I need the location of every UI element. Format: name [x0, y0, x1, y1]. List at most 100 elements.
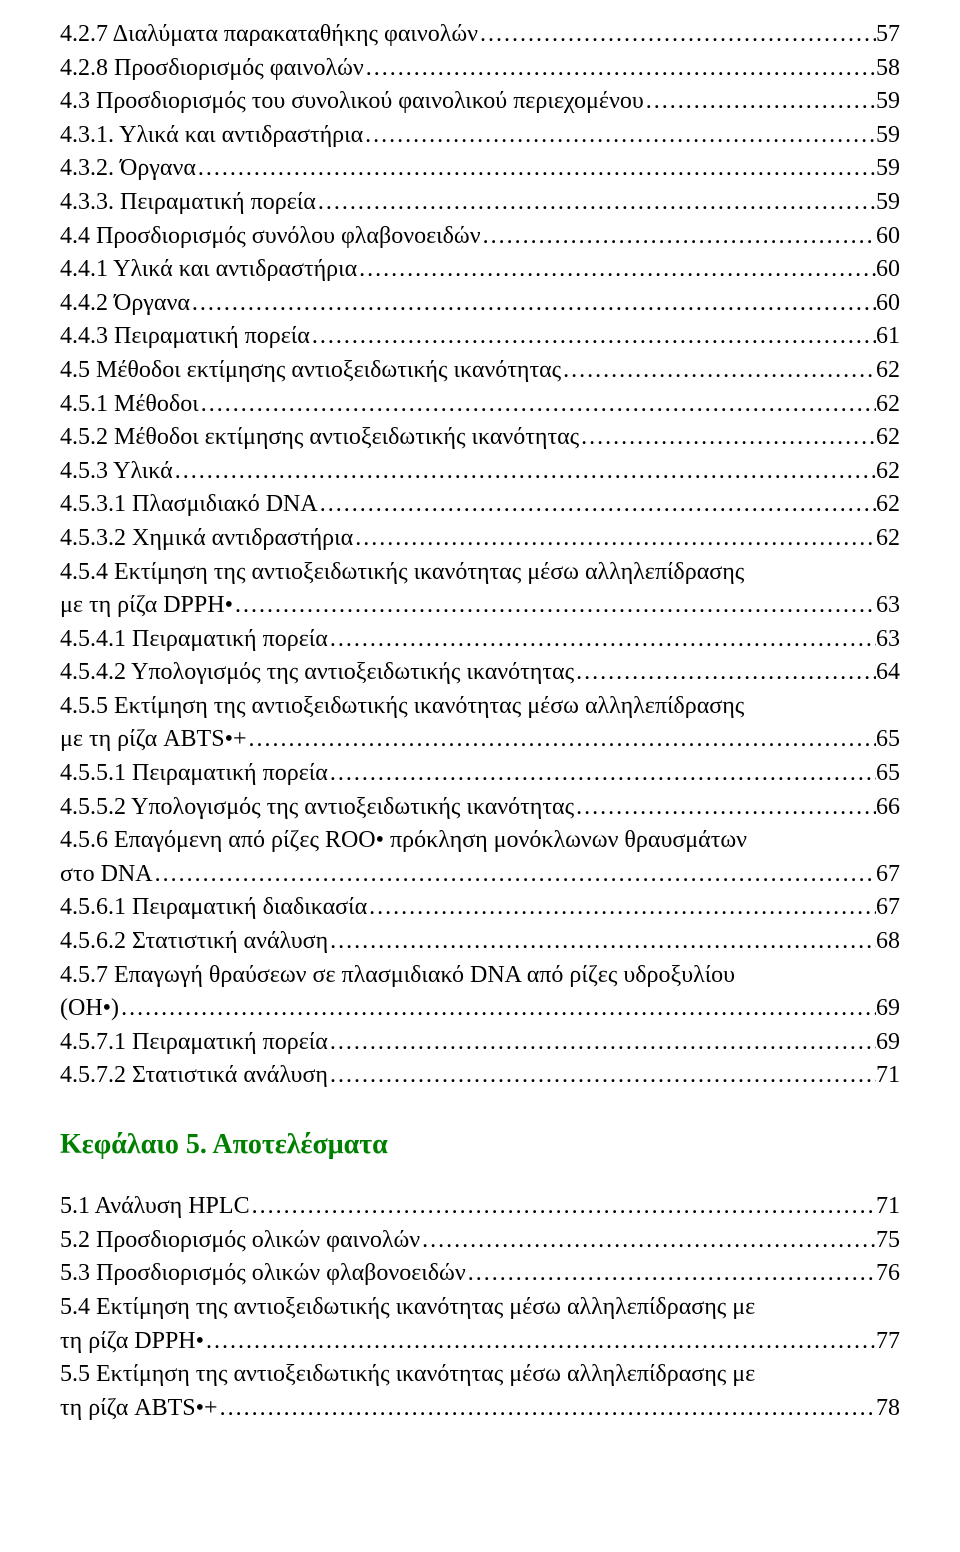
toc-label: 4.5.6.2 Στατιστική ανάλυση — [60, 925, 328, 959]
toc-leader — [196, 152, 876, 186]
toc-label: 4.2.8 Προσδιορισμός φαινολών — [60, 52, 364, 86]
document-page: 4.2.7 Διαλύματα παρακαταθήκης φαινολών 57… — [0, 0, 960, 1552]
toc-entry: 4.5.5 Εκτίμηση της αντιοξειδωτικής ικανό… — [60, 690, 900, 757]
toc-label: 4.5.6.1 Πειραματική διαδικασία — [60, 891, 367, 925]
toc-entry-lastline: στο DNA67 — [60, 858, 900, 892]
toc-page: 65 — [876, 757, 900, 791]
toc-page: 59 — [876, 152, 900, 186]
toc-page: 75 — [876, 1224, 900, 1258]
toc-entry: 4.5 Μέθοδοι εκτίμησης αντιοξειδωτικής ικ… — [60, 354, 900, 388]
toc-entry: 4.5.2 Μέθοδοι εκτίμησης αντιοξειδωτικής … — [60, 421, 900, 455]
toc-page: 71 — [876, 1190, 900, 1224]
toc-entry-lastline: τη ρίζα ABTS•+ 78 — [60, 1392, 900, 1426]
toc-label: 4.5.1 Μέθοδοι — [60, 388, 199, 422]
toc-entry-firstline: 4.5.6 Επαγόμενη από ρίζες ROO• πρόκληση … — [60, 824, 900, 858]
toc-label: 4.5 Μέθοδοι εκτίμησης αντιοξειδωτικής ικ… — [60, 354, 561, 388]
toc-leader — [247, 723, 876, 757]
toc-label: 4.3.2. Όργανα — [60, 152, 196, 186]
toc-leader — [478, 18, 876, 52]
toc-page: 58 — [876, 52, 900, 86]
toc-leader — [574, 791, 876, 825]
toc-entry-lastline: με τη ρίζα ABTS•+ 65 — [60, 723, 900, 757]
toc-page: 63 — [876, 589, 900, 623]
toc-leader — [579, 421, 876, 455]
toc-page: 71 — [876, 1059, 900, 1093]
toc-entry: 4.2.7 Διαλύματα παρακαταθήκης φαινολών 57 — [60, 18, 900, 52]
toc-leader — [328, 925, 876, 959]
toc-leader — [199, 388, 876, 422]
toc-entry: 4.5.4.2 Υπολογισμός της αντιοξειδωτικής … — [60, 656, 900, 690]
toc-leader — [250, 1190, 876, 1224]
toc-leader — [173, 455, 876, 489]
toc-page: 69 — [876, 992, 900, 1026]
toc-page: 66 — [876, 791, 900, 825]
toc-page: 60 — [876, 287, 900, 321]
toc-leader — [190, 287, 876, 321]
toc-label: 4.5.5.1 Πειραματική πορεία — [60, 757, 328, 791]
toc-entry: 4.5.7.2 Στατιστικά ανάλυση 71 — [60, 1059, 900, 1093]
toc-entry: 4.5.1 Μέθοδοι62 — [60, 388, 900, 422]
toc-label: 4.5.5.2 Υπολογισμός της αντιοξειδωτικής … — [60, 791, 574, 825]
toc-page: 68 — [876, 925, 900, 959]
toc-label: 4.5.7.1 Πειραματική πορεία — [60, 1026, 328, 1060]
toc-page: 60 — [876, 220, 900, 254]
toc-label: 4.4.3 Πειραματική πορεία — [60, 320, 310, 354]
toc-label: 4.5.3.1 Πλασμιδιακό DNA — [60, 488, 318, 522]
toc-section-4: 4.2.7 Διαλύματα παρακαταθήκης φαινολών 57… — [60, 18, 900, 1093]
toc-entry: 5.5 Εκτίμηση της αντιοξειδωτικής ικανότη… — [60, 1358, 900, 1425]
toc-entry: 4.5.6 Επαγόμενη από ρίζες ROO• πρόκληση … — [60, 824, 900, 891]
toc-label: 4.3 Προσδιορισμός του συνολικού φαινολικ… — [60, 85, 644, 119]
toc-page: 64 — [876, 656, 900, 690]
chapter-5-heading: Κεφάλαιο 5. Αποτελέσματα — [60, 1125, 900, 1164]
toc-entry: 4.4 Προσδιορισμός συνόλου φλαβονοειδών 60 — [60, 220, 900, 254]
toc-page: 63 — [876, 623, 900, 657]
toc-label: 4.5.3 Υλικά — [60, 455, 173, 489]
toc-leader — [466, 1257, 876, 1291]
toc-entry-firstline: 4.5.7 Επαγωγή θραύσεων σε πλασμιδιακό DN… — [60, 959, 900, 993]
toc-entry: 5.4 Εκτίμηση της αντιοξειδωτικής ικανότη… — [60, 1291, 900, 1358]
toc-page: 77 — [876, 1325, 900, 1359]
toc-leader — [328, 623, 876, 657]
toc-leader — [218, 1392, 876, 1426]
toc-entry-lastline: (OH•)69 — [60, 992, 900, 1026]
toc-entry: 4.5.3.1 Πλασμιδιακό DNA62 — [60, 488, 900, 522]
toc-label: 4.5.7.2 Στατιστικά ανάλυση — [60, 1059, 328, 1093]
toc-page: 78 — [876, 1392, 900, 1426]
toc-leader — [363, 119, 876, 153]
toc-section-5: 5.1 Ανάλυση HPLC715.2 Προσδιορισμός ολικ… — [60, 1190, 900, 1425]
toc-entry: 4.3.3. Πειραματική πορεία59 — [60, 186, 900, 220]
toc-entry: 4.3.2. Όργανα 59 — [60, 152, 900, 186]
toc-page: 65 — [876, 723, 900, 757]
toc-page: 60 — [876, 253, 900, 287]
toc-leader — [353, 522, 876, 556]
toc-entry: 4.5.4.1 Πειραματική πορεία63 — [60, 623, 900, 657]
toc-label: 4.5.2 Μέθοδοι εκτίμησης αντιοξειδωτικής … — [60, 421, 579, 455]
toc-label: 5.2 Προσδιορισμός ολικών φαινολών — [60, 1224, 420, 1258]
toc-leader — [561, 354, 876, 388]
toc-label: τη ρίζα ABTS•+ — [60, 1392, 218, 1426]
toc-page: 61 — [876, 320, 900, 354]
toc-leader — [328, 757, 876, 791]
toc-entry: 4.5.3.2 Χημικά αντιδραστήρια62 — [60, 522, 900, 556]
toc-entry: 4.5.7.1 Πειραματική πορεία69 — [60, 1026, 900, 1060]
toc-entry: 4.2.8 Προσδιορισμός φαινολών 58 — [60, 52, 900, 86]
toc-entry: 4.4.3 Πειραματική πορεία 61 — [60, 320, 900, 354]
toc-entry-firstline: 4.5.5 Εκτίμηση της αντιοξειδωτικής ικανό… — [60, 690, 900, 724]
toc-entry: 5.3 Προσδιορισμός ολικών φλαβονοειδών76 — [60, 1257, 900, 1291]
toc-label: 4.4 Προσδιορισμός συνόλου φλαβονοειδών — [60, 220, 481, 254]
toc-page: 59 — [876, 186, 900, 220]
toc-page: 62 — [876, 421, 900, 455]
toc-label: τη ρίζα DPPH• — [60, 1325, 204, 1359]
toc-label: με τη ρίζα ABTS•+ — [60, 723, 247, 757]
toc-leader — [328, 1059, 876, 1093]
toc-label: 5.1 Ανάλυση HPLC — [60, 1190, 250, 1224]
toc-entry: 4.5.4 Εκτίμηση της αντιοξειδωτικής ικανό… — [60, 556, 900, 623]
toc-label: 4.5.3.2 Χημικά αντιδραστήρια — [60, 522, 353, 556]
toc-label: 4.5.4.2 Υπολογισμός της αντιοξειδωτικής … — [60, 656, 574, 690]
toc-label: 4.2.7 Διαλύματα παρακαταθήκης φαινολών — [60, 18, 478, 52]
toc-entry: 4.5.6.1 Πειραματική διαδικασία67 — [60, 891, 900, 925]
toc-page: 57 — [876, 18, 900, 52]
toc-leader — [119, 992, 876, 1026]
toc-entry: 5.2 Προσδιορισμός ολικών φαινολών 75 — [60, 1224, 900, 1258]
toc-leader — [153, 858, 876, 892]
